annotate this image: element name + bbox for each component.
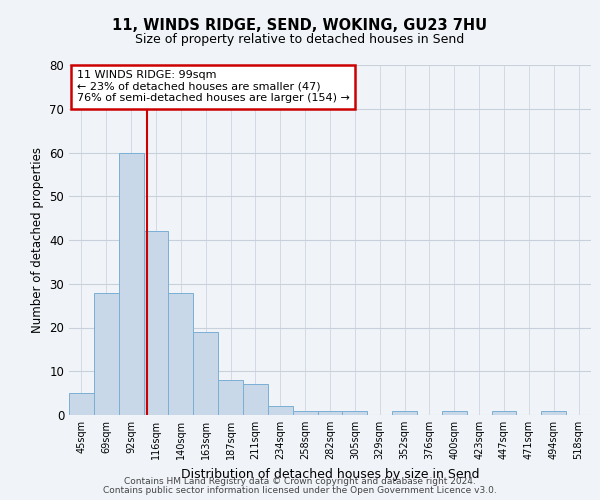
Bar [491, 410, 517, 415]
Bar [119, 152, 143, 415]
Bar [169, 292, 193, 415]
Text: 11 WINDS RIDGE: 99sqm
← 23% of detached houses are smaller (47)
76% of semi-deta: 11 WINDS RIDGE: 99sqm ← 23% of detached … [77, 70, 350, 103]
Bar [143, 231, 169, 415]
Bar [193, 332, 218, 415]
Text: Size of property relative to detached houses in Send: Size of property relative to detached ho… [136, 32, 464, 46]
Bar [293, 410, 317, 415]
Bar [343, 410, 367, 415]
Text: Contains public sector information licensed under the Open Government Licence v3: Contains public sector information licen… [103, 486, 497, 495]
Bar [268, 406, 293, 415]
Text: 11, WINDS RIDGE, SEND, WOKING, GU23 7HU: 11, WINDS RIDGE, SEND, WOKING, GU23 7HU [112, 18, 488, 32]
Text: Contains HM Land Registry data © Crown copyright and database right 2024.: Contains HM Land Registry data © Crown c… [124, 477, 476, 486]
Bar [317, 410, 343, 415]
Bar [392, 410, 417, 415]
X-axis label: Distribution of detached houses by size in Send: Distribution of detached houses by size … [181, 468, 479, 480]
Bar [541, 410, 566, 415]
Bar [218, 380, 243, 415]
Bar [69, 393, 94, 415]
Bar [243, 384, 268, 415]
Bar [94, 292, 119, 415]
Y-axis label: Number of detached properties: Number of detached properties [31, 147, 44, 333]
Bar [442, 410, 467, 415]
